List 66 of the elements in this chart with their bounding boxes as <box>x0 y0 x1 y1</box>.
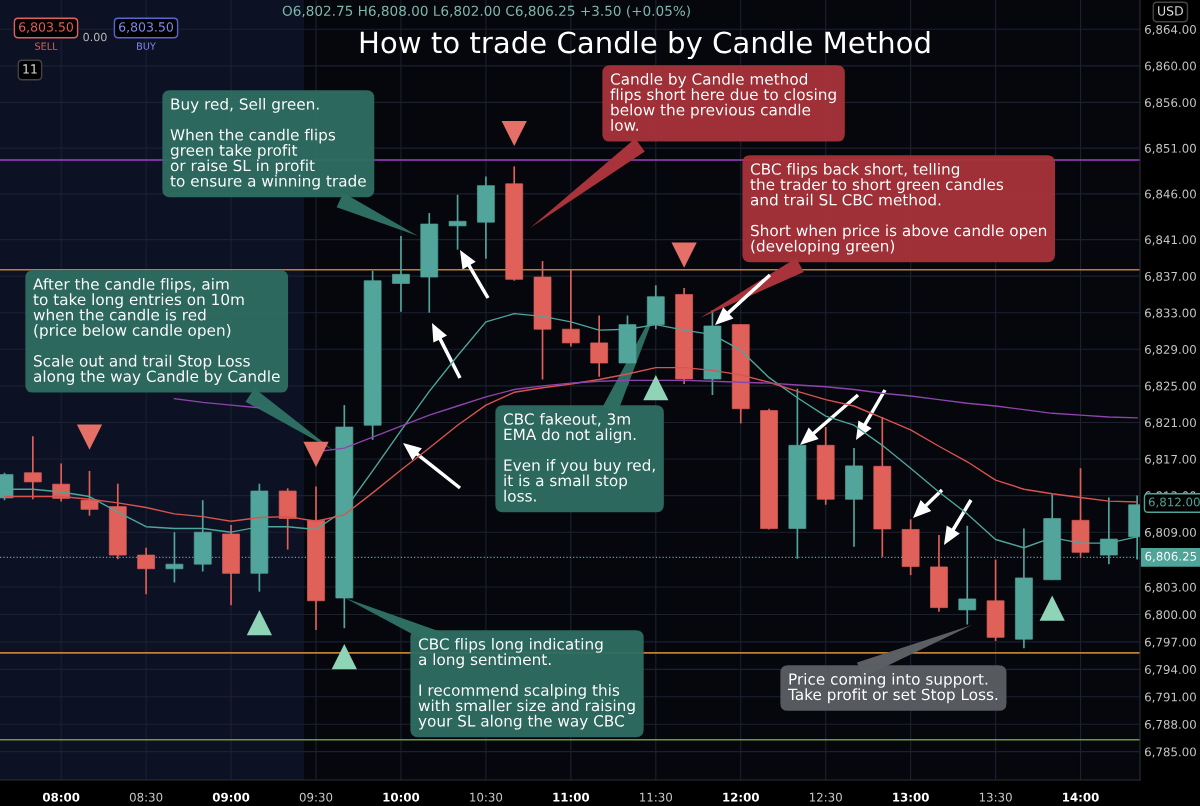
x-tick-label: 12:30 <box>809 792 842 802</box>
x-tick-label: 14:00 <box>1063 792 1099 802</box>
y-tick-label: 6,860.00 <box>1144 61 1196 72</box>
y-tick-label: 6,829.00 <box>1144 345 1196 356</box>
text: How to trade Candle by Candle Method <box>360 30 930 60</box>
y-tick-label: 6,794.00 <box>1144 665 1196 676</box>
x-tick-label: 10:30 <box>470 792 503 802</box>
annotation: CBC flips long indicating a long sentiment. I recommend scalping this with smaller size and raising your SL along the way CBC <box>418 638 635 730</box>
y-tick-label: 6,821.00 <box>1144 418 1196 429</box>
y-tick-label: 6,800.00 <box>1144 610 1196 621</box>
point <box>671 242 697 268</box>
y-tick-label: 6,788.00 <box>1144 719 1196 731</box>
ref-line-label: 6,806.25 <box>1145 551 1197 562</box>
text: 6,812.00 <box>1148 497 1200 508</box>
point <box>331 643 357 670</box>
annotation: O6,802.75 H6,808.00 L6,802.00 C6,806.25 +3.50 (+0.05%) <box>282 5 690 18</box>
point <box>501 120 527 147</box>
x-tick-label: 08:00 <box>42 792 80 802</box>
point <box>246 610 272 636</box>
y-tick-label: 6,825.00 <box>1144 381 1196 392</box>
y-tick-label: 6,833.00 <box>1144 308 1196 319</box>
point <box>76 424 103 450</box>
candlestick <box>448 193 467 251</box>
y-tick-label: 6,785.00 <box>1144 747 1196 758</box>
candlestick <box>137 546 155 596</box>
y-tick-label: 6,797.00 <box>1144 637 1196 648</box>
annotation: Price coming into support. Take profit or set Stop Loss. <box>787 673 998 704</box>
y-tick-label: 6,841.00 <box>1144 235 1196 246</box>
annotation: After the candle flips, aim to take long entries on 10m when the candle is red (price below candle open) Scale out and trail Stop Loss along the way Candle by Candle <box>33 278 280 385</box>
x-tick-label: 13:00 <box>893 792 929 802</box>
candlestick <box>590 314 609 378</box>
point <box>643 375 669 401</box>
y-tick-label: 6,864.00 <box>1144 24 1196 36</box>
y-tick-label: 6,851.00 <box>1144 143 1196 154</box>
annotation: Buy red, Sell green. When the candle flips green take profit or raise SL in profit to ensure a winning trade <box>170 98 366 190</box>
candlestick <box>392 235 410 313</box>
x-tick-label: 09:30 <box>299 792 333 802</box>
x-tick-label: 11:00 <box>553 792 590 802</box>
annotation: SELL <box>35 42 58 50</box>
annotation: BUY <box>137 42 156 50</box>
y-tick-label: 6,791.00 <box>1144 692 1196 703</box>
annotation: CBC fakeout, 3m EMA do not align. Even if you buy red, it is a small stop loss. <box>503 413 655 502</box>
candlestick <box>80 470 99 517</box>
text: CBC flips back short, telling the trader to short green candles and trail SL CBC method. Short when price is above candle open (developing green) <box>750 163 1047 255</box>
annotation: Candle by Candle method flips short here due to closing below the previous candle low. <box>610 73 836 131</box>
x-tick-label: 11:30 <box>640 792 673 802</box>
y-tick-label: 6,837.00 <box>1144 271 1196 283</box>
y-tick-label: 6,856.00 <box>1144 98 1196 109</box>
text: USD <box>1158 6 1183 16</box>
y-tick-label: 6,846.00 <box>1144 189 1196 200</box>
candlestick <box>24 435 42 501</box>
point <box>303 441 329 468</box>
annotation: 6,803.50 <box>19 22 73 33</box>
candlestick <box>562 268 580 348</box>
annotation: 11 <box>23 64 37 74</box>
x-tick-label: 13:30 <box>979 792 1012 802</box>
x-tick-label: 12:00 <box>723 792 759 802</box>
y-tick-label: 6,817.00 <box>1144 454 1196 465</box>
point <box>1039 595 1065 621</box>
x-tick-label: 10:00 <box>383 792 420 802</box>
y-tick-label: 6,803.00 <box>1144 582 1196 593</box>
x-tick-label: 08:30 <box>129 792 163 802</box>
y-tick-label: 6,809.00 <box>1144 527 1196 539</box>
x-tick-label: 09:00 <box>212 792 250 802</box>
annotation: 6,803.50 <box>119 22 173 33</box>
annotation: 0.00 <box>83 32 107 42</box>
